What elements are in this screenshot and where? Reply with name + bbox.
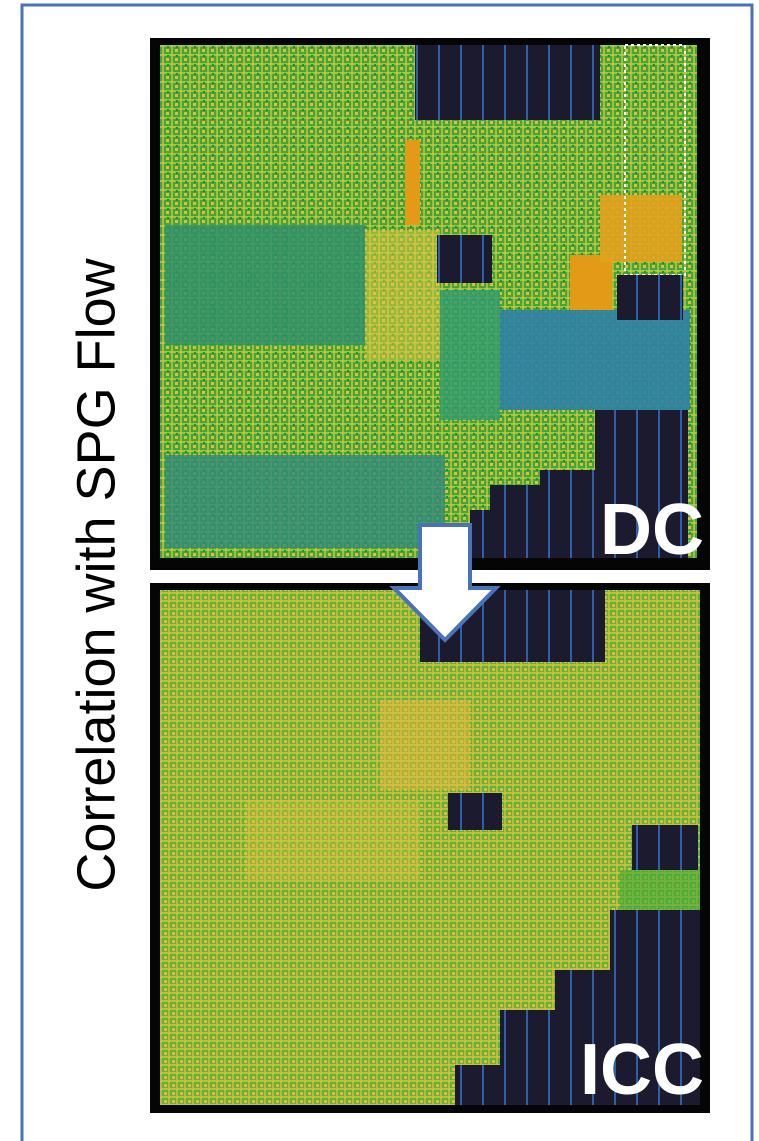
figure: Correlation with SPG Flow DC ICC [0, 0, 759, 1141]
low-congestion-region [165, 455, 445, 548]
macro-block [540, 470, 600, 558]
macro-block [448, 793, 502, 830]
high-congestion-region [245, 800, 420, 880]
low-congestion-region [165, 225, 365, 345]
panel-label: ICC [580, 1030, 704, 1110]
macro-block [617, 275, 683, 320]
layouts: DC ICC [150, 38, 710, 1113]
hotspot [600, 195, 682, 262]
high-congestion-region [365, 230, 440, 360]
page: Correlation with SPG Flow DCICC (() => {… [0, 0, 759, 1141]
macro-block [415, 45, 600, 120]
low-congestion-region [440, 290, 500, 420]
low-congestion-region [500, 310, 690, 410]
hotspot [570, 255, 612, 310]
vertical-title: Correlation with SPG Flow [66, 257, 126, 891]
macro-block [470, 510, 495, 558]
high-congestion-region [380, 700, 470, 790]
macro-block [500, 1010, 557, 1105]
panel-label: DC [600, 490, 704, 570]
low-congestion-region [620, 870, 700, 910]
hotspot [405, 140, 420, 225]
macro-block [455, 1065, 502, 1105]
macro-block [632, 825, 698, 870]
macro-block [437, 235, 492, 283]
macro-block [490, 485, 545, 558]
